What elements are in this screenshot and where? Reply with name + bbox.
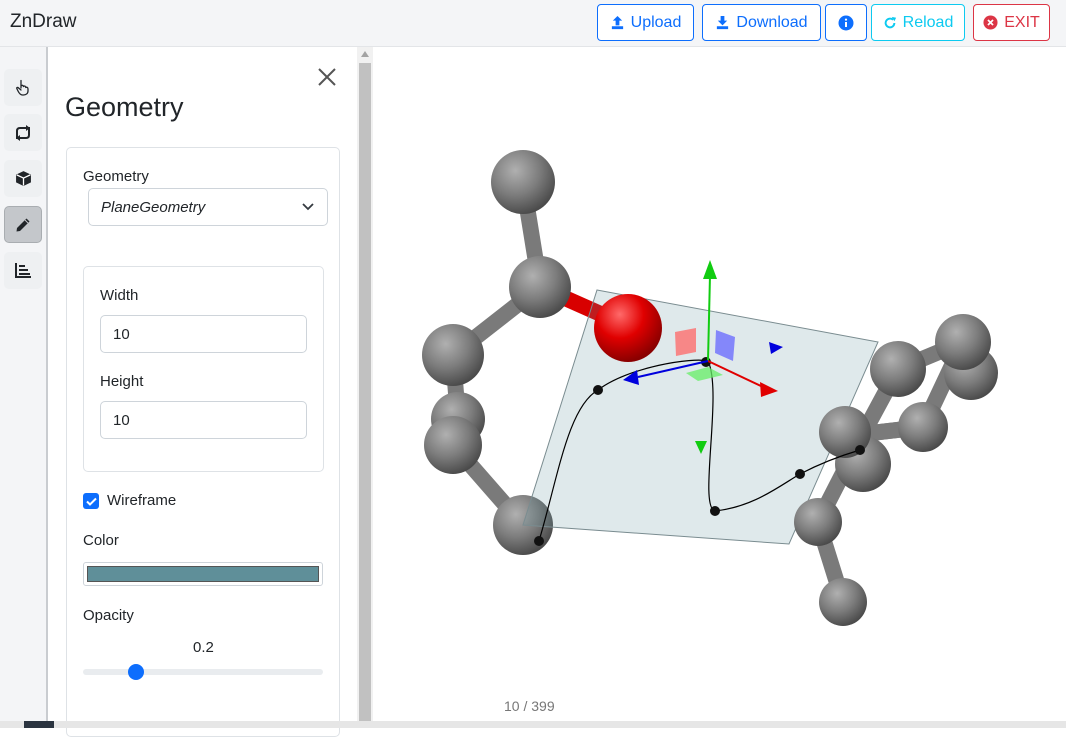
wireframe-checkbox[interactable] <box>83 493 99 509</box>
frame-counter: 10 / 399 <box>504 698 555 714</box>
swap-tool-button[interactable] <box>4 114 42 151</box>
panel-title: Geometry <box>65 92 184 122</box>
upload-button[interactable]: Upload <box>597 4 694 41</box>
geometry-type-select[interactable]: PlaneGeometry <box>88 188 328 226</box>
upload-label: Upload <box>630 13 682 31</box>
box-tool-button[interactable] <box>4 160 42 197</box>
download-label: Download <box>736 13 808 31</box>
height-label: Height <box>100 373 144 390</box>
geometry-type-value: PlaneGeometry <box>101 199 206 216</box>
exit-icon <box>983 15 998 30</box>
opacity-slider-thumb[interactable] <box>128 664 144 680</box>
color-swatch-fill <box>87 566 319 582</box>
bar-chart-icon <box>15 263 31 278</box>
app-title: ZnDraw <box>10 11 77 32</box>
close-icon[interactable] <box>317 67 337 87</box>
checkmark-icon <box>85 497 97 506</box>
opacity-label: Opacity <box>83 607 134 624</box>
color-label: Color <box>83 532 119 549</box>
pencil-icon <box>16 218 30 231</box>
exit-button[interactable]: EXIT <box>973 4 1050 41</box>
height-input[interactable]: 10 <box>100 401 307 439</box>
reload-label: Reload <box>902 13 954 31</box>
download-icon <box>717 15 729 30</box>
transform-gizmo[interactable] <box>623 260 783 454</box>
bottom-chip <box>24 721 54 728</box>
width-input[interactable]: 10 <box>100 315 307 353</box>
reload-icon <box>884 16 896 28</box>
atoms-right <box>794 314 998 626</box>
chevron-down-icon <box>302 203 314 211</box>
info-icon <box>838 15 854 30</box>
opacity-slider-track[interactable] <box>83 669 323 675</box>
wireframe-label: Wireframe <box>107 492 177 509</box>
geometry-form-card: Geometry PlaneGeometry Width 10 Height 1… <box>66 147 340 737</box>
download-button[interactable]: Download <box>702 4 821 41</box>
pointer-tool-button[interactable] <box>4 69 42 106</box>
panel-scrollbar[interactable] <box>357 47 373 728</box>
swap-arrows-icon <box>16 124 30 141</box>
oxygen-atom[interactable] <box>594 294 662 362</box>
upload-icon <box>611 15 623 30</box>
hand-pointer-icon <box>16 79 29 96</box>
width-label: Width <box>100 287 139 304</box>
draw-tool-button[interactable] <box>4 206 42 243</box>
dimensions-card: Width 10 Height 10 <box>83 266 324 472</box>
scroll-up-arrow[interactable] <box>361 51 369 57</box>
top-navbar: ZnDraw Upload Download Reload EXIT <box>0 0 1066 47</box>
cube-icon <box>15 171 31 186</box>
geometry-type-label: Geometry <box>83 168 149 185</box>
info-button[interactable] <box>825 4 867 41</box>
tool-sidebar <box>0 47 48 728</box>
bottom-strip <box>0 721 1066 728</box>
exit-label: EXIT <box>1004 13 1040 31</box>
opacity-value: 0.2 <box>193 639 214 656</box>
scene-viewport[interactable]: 10 / 399 <box>373 47 1066 728</box>
molecule-scene[interactable] <box>373 47 1066 728</box>
chart-tool-button[interactable] <box>4 252 42 289</box>
scrollbar-thumb[interactable] <box>359 63 371 728</box>
reload-button[interactable]: Reload <box>871 4 965 41</box>
color-picker[interactable] <box>83 562 323 586</box>
geometry-panel: Geometry Geometry PlaneGeometry Width 10… <box>49 47 357 737</box>
